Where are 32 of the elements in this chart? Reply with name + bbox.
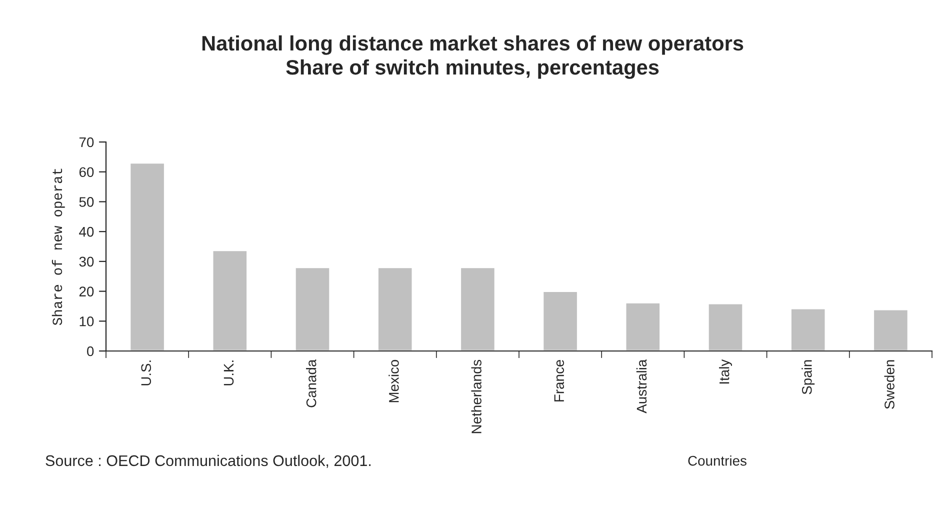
x-tick-label: Canada — [306, 359, 316, 408]
bar — [212, 250, 248, 351]
y-tick-label: 20 — [79, 286, 94, 296]
x-tick-label: Spain — [802, 360, 815, 394]
x-tick-label: Netherlands — [471, 360, 482, 434]
x-axis-title: Countries — [688, 456, 746, 466]
y-tick-label: 30 — [79, 256, 94, 267]
bar — [294, 266, 331, 351]
bar — [624, 302, 661, 351]
y-tick-label: 70 — [79, 137, 94, 148]
bar — [790, 308, 826, 351]
y-tick-label: 50 — [79, 197, 94, 207]
x-tick-label: Mexico — [388, 360, 399, 402]
bar — [707, 302, 744, 351]
bar — [129, 162, 166, 351]
source-note: Source : OECD Communications Outlook, 2001. — [46, 454, 371, 468]
y-tick-label: 40 — [79, 226, 94, 237]
y-tick-label: 10 — [80, 316, 94, 326]
bar — [377, 266, 414, 351]
y-tick-label: 60 — [79, 167, 94, 178]
x-tick-label: Australia — [636, 359, 647, 414]
x-tick-label: Sweden — [884, 360, 894, 409]
y-tick-label: 0 — [87, 346, 94, 356]
y-axis-title: Share of new operat — [52, 168, 65, 326]
x-tick-label: U.K. — [224, 360, 234, 386]
x-tick-label: U.S. — [141, 360, 152, 386]
bar — [542, 290, 578, 351]
bar — [872, 308, 909, 351]
x-tick-label: Italy — [719, 359, 732, 384]
chart-title: National long distance market shares of new operators Share of switch minutes, percentages — [202, 35, 744, 79]
x-tick-label: France — [554, 360, 564, 402]
bar — [460, 266, 496, 351]
